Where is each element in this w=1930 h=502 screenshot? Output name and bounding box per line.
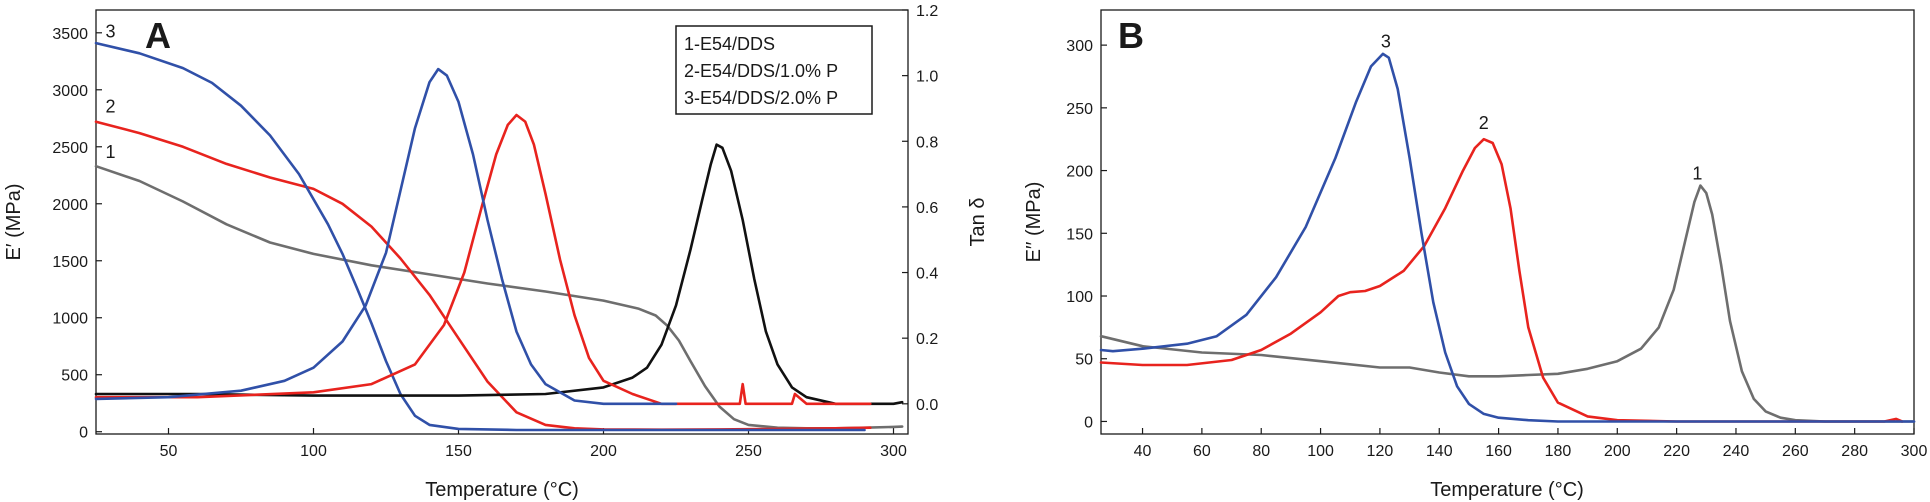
panel-b-series	[1099, 52, 1916, 423]
y-tick-label: 1000	[52, 311, 88, 328]
y-tick-label: 300	[1066, 38, 1093, 55]
x-tick-label: 40	[1134, 443, 1152, 460]
x-tick-label: 100	[1307, 443, 1334, 460]
legend-entry-3: 3-E54/DDS/2.0% P	[684, 88, 838, 108]
x-tick-label: 200	[1604, 443, 1631, 460]
y-tick-label: 100	[1066, 289, 1093, 306]
legend-box	[675, 25, 873, 115]
y2-tick-label: 0.2	[916, 331, 938, 348]
y-tick-label: 2500	[52, 140, 88, 157]
y2-tick-label: 0.8	[916, 134, 938, 151]
panel-b-label: B	[1118, 15, 1144, 56]
panel-a-y-axis-title: E′ (MPa)	[3, 183, 25, 260]
series-line-3	[1099, 52, 1916, 423]
y2-tick-label: 0.4	[916, 266, 938, 283]
series-line-2-right	[94, 113, 872, 406]
curve-label: 1	[1692, 163, 1702, 183]
series-line-1-left	[94, 164, 904, 430]
curve-label: 2	[1479, 113, 1489, 133]
x-tick-label: 160	[1485, 443, 1512, 460]
curve-label: 3	[105, 21, 115, 41]
y-tick-label: 500	[61, 368, 88, 385]
panel-a-plot-frame	[95, 9, 909, 435]
panel-a-legend: 1-E54/DDS 2-E54/DDS/1.0% P 3-E54/DDS/2.0…	[675, 25, 873, 115]
y-tick-label: 3000	[52, 83, 88, 100]
x-tick-label: 260	[1782, 443, 1809, 460]
series-line-1-right	[94, 143, 904, 406]
x-tick-label: 140	[1426, 443, 1453, 460]
x-tick-label: 280	[1841, 443, 1868, 460]
x-tick-label: 300	[1901, 443, 1928, 460]
x-tick-label: 220	[1663, 443, 1690, 460]
series-line-2	[1099, 137, 1904, 423]
curve-label: 1	[105, 142, 115, 162]
y-tick-label: 200	[1066, 164, 1093, 181]
x-tick-label: 300	[880, 443, 907, 460]
x-tick-label: 80	[1252, 443, 1270, 460]
y-tick-label: 0	[1084, 414, 1093, 431]
y-tick-label: 2000	[52, 197, 88, 214]
legend-entry-1: 1-E54/DDS	[684, 34, 775, 54]
x-tick-label: 240	[1723, 443, 1750, 460]
x-tick-label: 150	[445, 443, 472, 460]
panel-a-label: A	[145, 15, 171, 56]
y2-tick-label: 0.6	[916, 200, 938, 217]
y-tick-label: 0	[79, 425, 88, 442]
series-line-3-right	[94, 67, 678, 406]
panel-b-y-axis-title: E′′ (MPa)	[1023, 182, 1045, 263]
legend-entry-2: 2-E54/DDS/1.0% P	[684, 61, 838, 81]
y-tick-label: 1500	[52, 254, 88, 271]
panel-a-series	[94, 41, 904, 432]
panel-a-axes: 50 100 150 200 250 30005001000150020002500300…	[52, 3, 938, 460]
x-tick-label: 120	[1367, 443, 1394, 460]
panel-b: 40 60 80 100 120 140 160 180 200 220 240 260 280 300 0…	[1023, 9, 1927, 501]
x-tick-label: 250	[735, 443, 762, 460]
curve-label: 3	[1381, 32, 1391, 52]
y2-tick-label: 1.0	[916, 69, 938, 86]
panel-b-plot-frame	[1100, 9, 1915, 435]
panel-a-y2-axis-title: Tan δ	[967, 198, 989, 247]
y2-tick-label: 0.0	[916, 397, 938, 414]
panel-b-curve-labels: 1 2 3	[1381, 32, 1703, 184]
y-tick-label: 50	[1075, 352, 1093, 369]
x-tick-label: 180	[1545, 443, 1572, 460]
panel-b-x-axis-title: Temperature (°C)	[1430, 479, 1584, 501]
y2-tick-label: 1.2	[916, 3, 938, 20]
panel-a-curve-labels: 1 2 3	[105, 21, 115, 162]
y-tick-label: 150	[1066, 226, 1093, 243]
x-tick-label: 100	[300, 443, 327, 460]
panel-a: 50 100 150 200 250 30005001000150020002500300…	[3, 3, 989, 501]
panel-a-x-axis-title: Temperature (°C)	[425, 479, 579, 501]
y-tick-label: 3500	[52, 26, 88, 43]
x-tick-label: 50	[160, 443, 178, 460]
series-line-1	[1099, 184, 1916, 423]
panel-b-axes: 40 60 80 100 120 140 160 180 200 220 240 260 280 300 0…	[1066, 38, 1927, 460]
y-tick-label: 250	[1066, 101, 1093, 118]
x-tick-label: 200	[590, 443, 617, 460]
x-tick-label: 60	[1193, 443, 1211, 460]
series-line-3-left	[94, 41, 866, 432]
curve-label: 2	[105, 97, 115, 117]
